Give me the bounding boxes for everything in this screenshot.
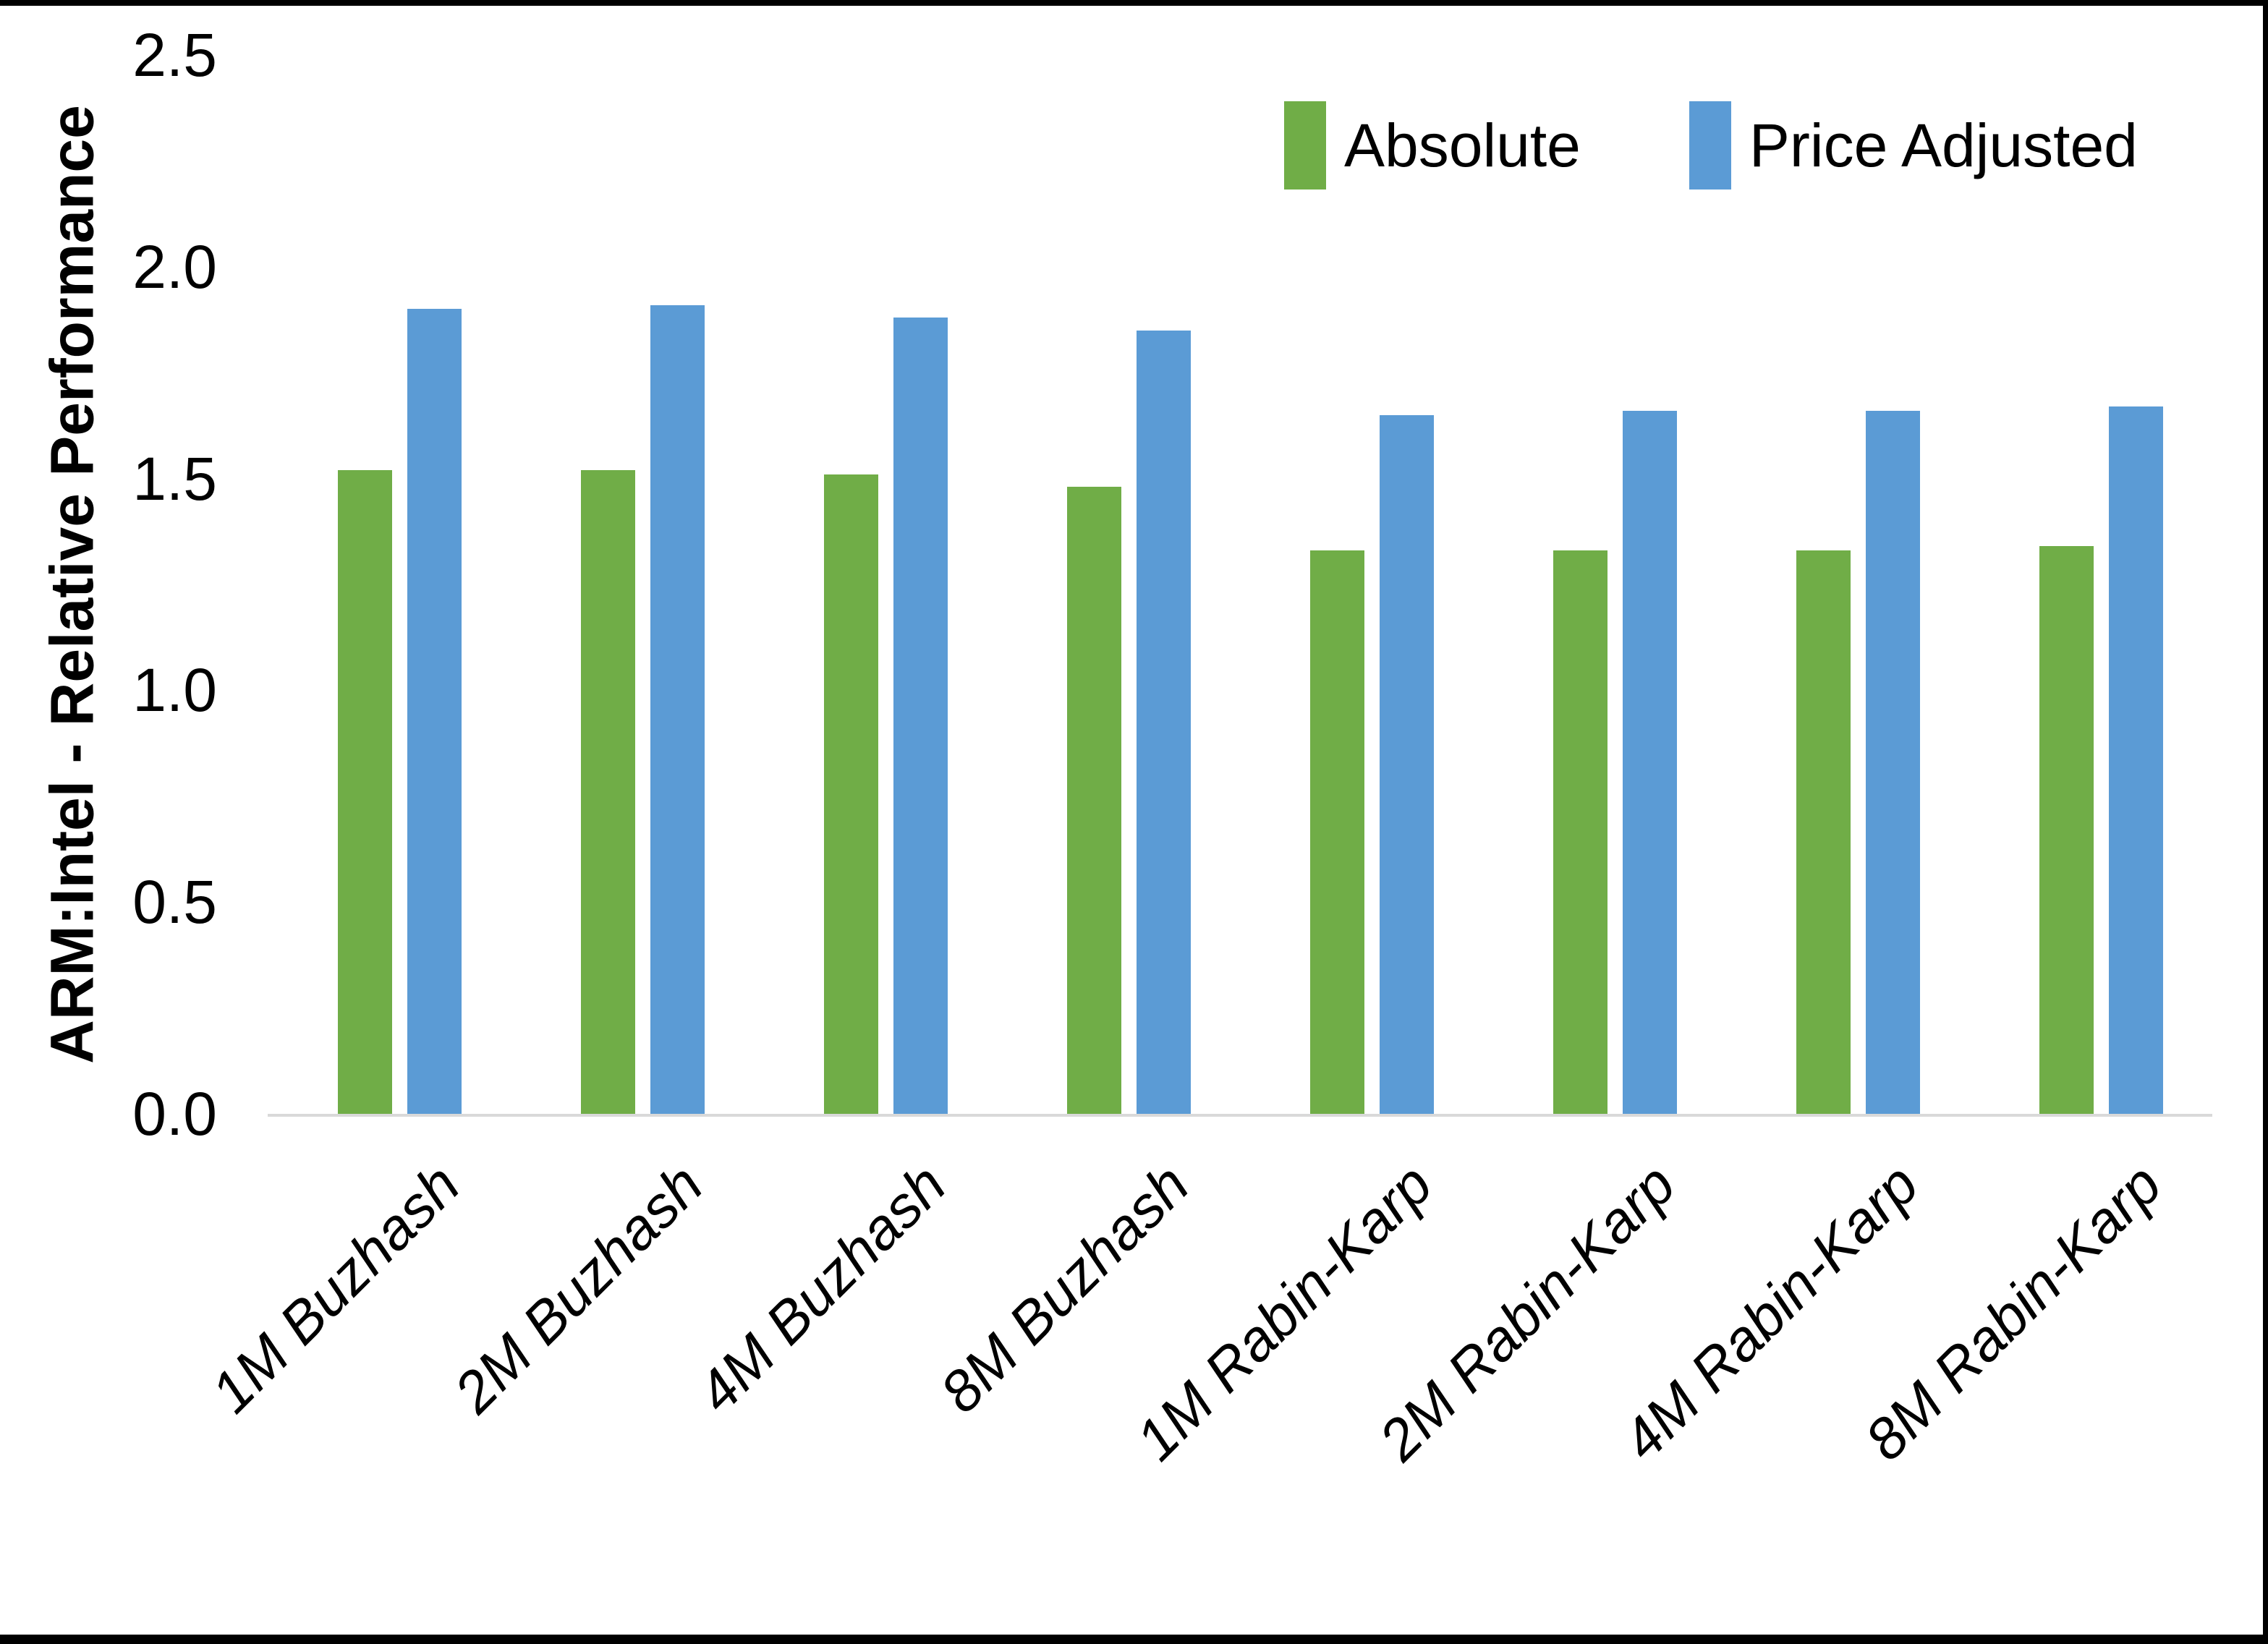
bar-absolute-1m-rabin-karp — [1310, 550, 1364, 1114]
category-group-2m-buzhash — [511, 55, 754, 1114]
plot-area — [268, 55, 2212, 1117]
frame-right-border — [2263, 0, 2268, 1644]
category-group-8m-buzhash — [997, 55, 1240, 1114]
bar-absolute-2m-rabin-karp — [1553, 550, 1607, 1114]
category-group-4m-buzhash — [754, 55, 997, 1114]
legend-label-absolute: Absolute — [1344, 111, 1581, 179]
y-tick-label-1-5: 1.5 — [132, 444, 217, 513]
bar-absolute-4m-buzhash — [824, 474, 878, 1114]
category-group-8m-rabin-karp — [1969, 55, 2212, 1114]
bar-price-adjusted-8m-rabin-karp — [2109, 406, 2163, 1114]
bar-absolute-8m-rabin-karp — [2039, 546, 2094, 1114]
category-group-2m-rabin-karp — [1483, 55, 1726, 1114]
bar-absolute-8m-buzhash — [1067, 487, 1121, 1114]
legend-label-price-adjusted: Price Adjusted — [1749, 111, 2138, 179]
legend-swatch-absolute — [1284, 101, 1326, 189]
y-tick-label-0-5: 0.5 — [132, 868, 217, 937]
legend-swatch-price-adjusted — [1689, 101, 1731, 189]
bar-price-adjusted-1m-rabin-karp — [1380, 415, 1434, 1114]
bar-absolute-4m-rabin-karp — [1796, 550, 1851, 1114]
legend-item-price-adjusted: Price Adjusted — [1689, 101, 2138, 189]
category-group-1m-buzhash — [268, 55, 511, 1114]
frame-bottom-border — [0, 1635, 2268, 1644]
bar-price-adjusted-2m-buzhash — [650, 305, 705, 1114]
bar-absolute-2m-buzhash — [581, 470, 635, 1114]
legend-item-absolute: Absolute — [1284, 101, 1581, 189]
legend: Absolute Price Adjusted — [1284, 101, 2138, 189]
bar-absolute-1m-buzhash — [338, 470, 392, 1114]
bar-price-adjusted-4m-buzhash — [893, 318, 948, 1114]
bar-price-adjusted-1m-buzhash — [407, 309, 462, 1114]
frame-top-border — [0, 0, 2268, 6]
bar-price-adjusted-4m-rabin-karp — [1866, 411, 1920, 1114]
category-group-4m-rabin-karp — [1726, 55, 1969, 1114]
y-tick-label-2-0: 2.0 — [132, 232, 217, 301]
y-tick-label-0-0: 0.0 — [132, 1080, 217, 1148]
y-tick-label-1-0: 1.0 — [132, 656, 217, 725]
category-group-1m-rabin-karp — [1240, 55, 1483, 1114]
bar-price-adjusted-2m-rabin-karp — [1623, 411, 1677, 1114]
bar-price-adjusted-8m-buzhash — [1137, 331, 1191, 1114]
y-tick-label-2-5: 2.5 — [132, 21, 217, 89]
